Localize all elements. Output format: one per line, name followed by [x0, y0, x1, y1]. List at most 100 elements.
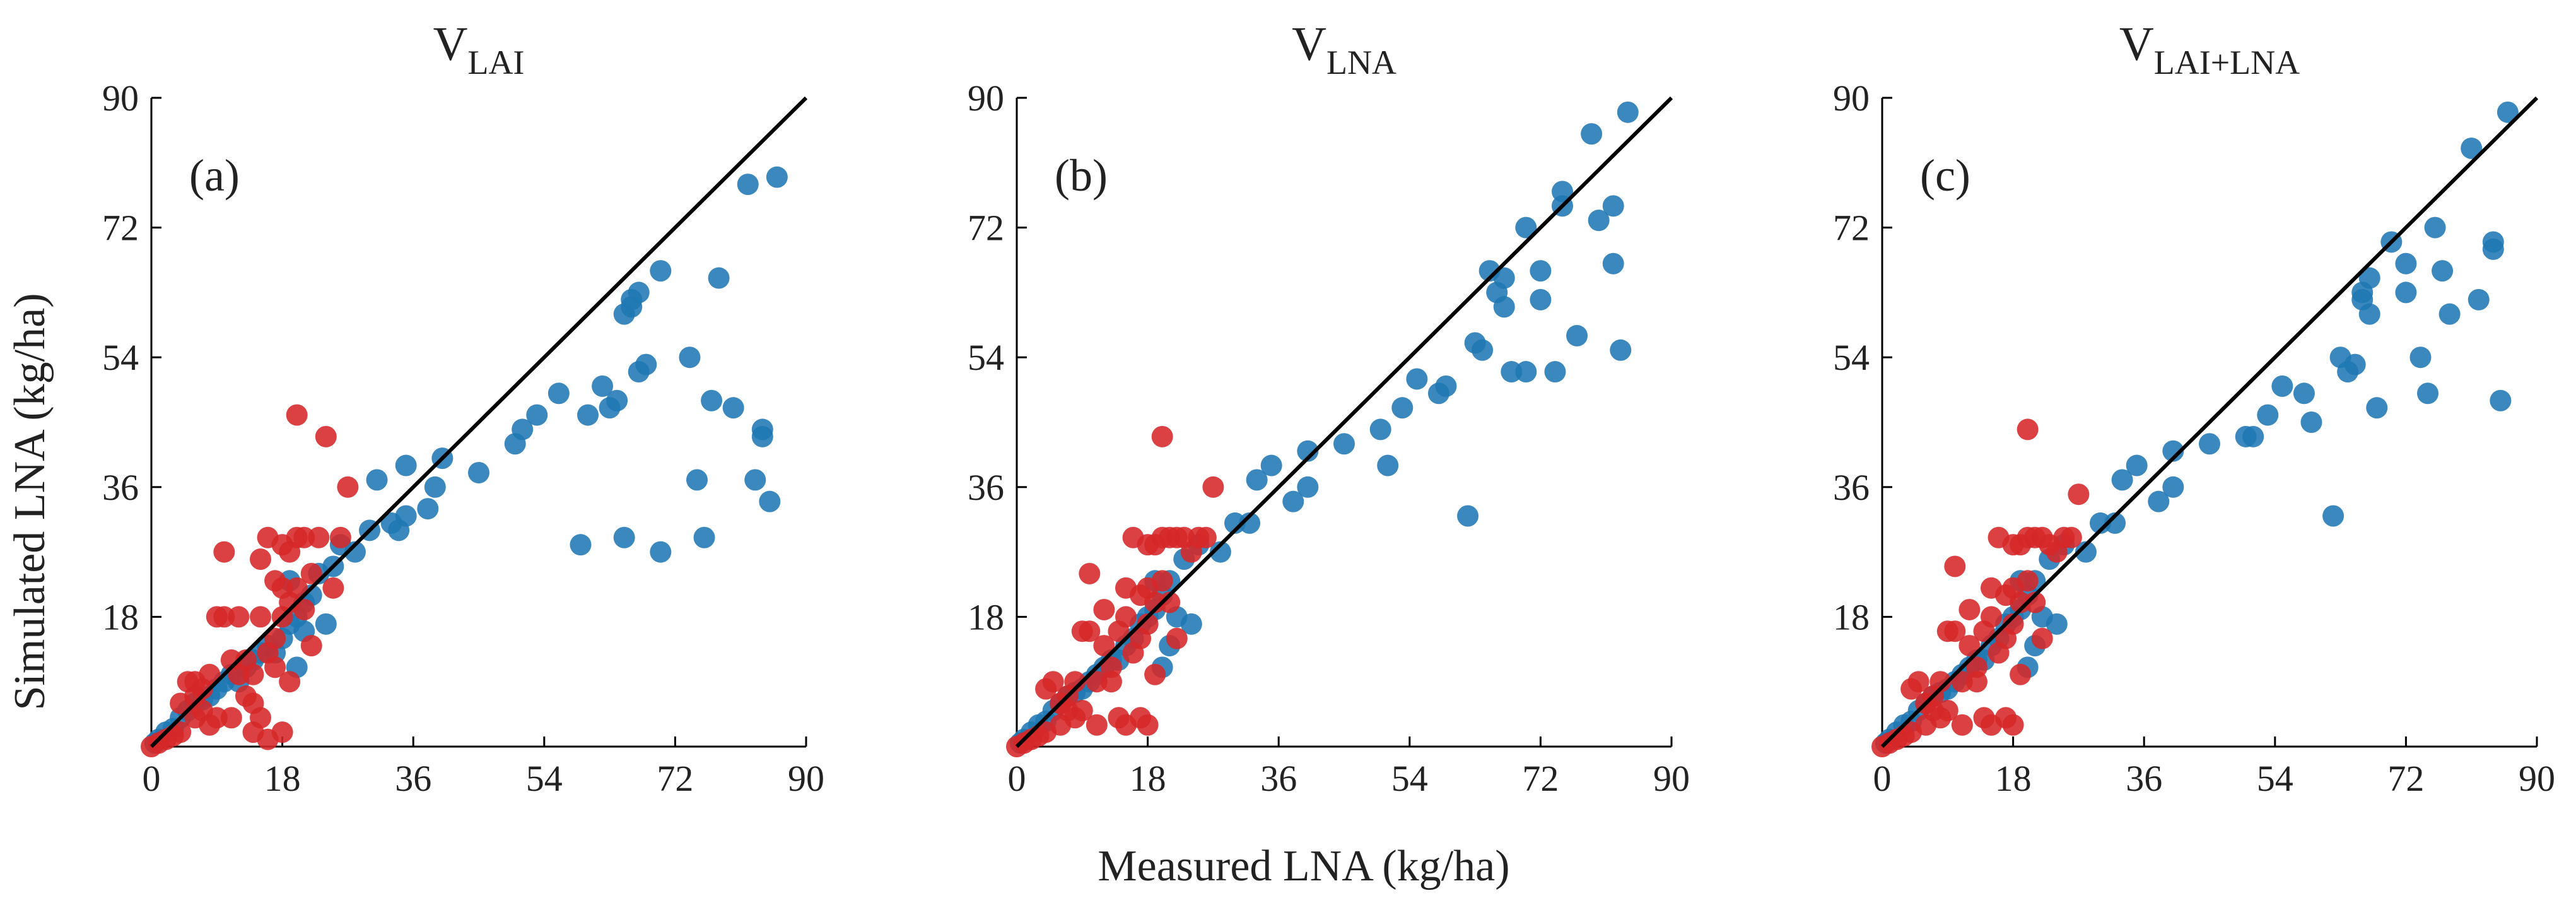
data-point	[344, 541, 366, 563]
data-point	[1166, 627, 1188, 649]
data-point	[1137, 714, 1159, 736]
data-point	[2322, 505, 2345, 527]
y-tick-label: 36	[1833, 467, 1870, 508]
data-point	[1391, 397, 1414, 419]
series-red	[1871, 418, 2090, 757]
data-point	[1159, 591, 1181, 613]
data-point	[1610, 339, 1632, 361]
data-point	[1965, 671, 1988, 693]
data-point	[250, 548, 271, 571]
data-point	[2344, 353, 2366, 376]
data-point	[613, 526, 635, 548]
data-point	[293, 598, 315, 620]
x-tick-label: 54	[2257, 758, 2293, 799]
data-point	[1544, 361, 1566, 383]
data-point	[417, 498, 439, 520]
y-tick-label: 18	[1833, 596, 1870, 637]
data-point	[2395, 252, 2417, 275]
data-point	[1137, 613, 1159, 635]
data-point	[2017, 418, 2039, 441]
data-point	[1944, 555, 1966, 577]
data-point	[1951, 714, 1973, 736]
y-tick-label: 54	[968, 337, 1004, 378]
data-point	[1071, 699, 1093, 721]
data-point	[650, 541, 672, 563]
x-tick-label: 54	[1391, 758, 1428, 799]
data-point	[1617, 101, 1639, 123]
data-point	[708, 267, 730, 289]
data-point	[679, 346, 701, 369]
y-tick-label: 36	[968, 467, 1004, 508]
data-point	[2497, 101, 2519, 123]
data-point	[1369, 418, 1391, 441]
data-point	[701, 389, 723, 411]
panel-a: 0 18 36 54 72 90 18 36 54 72 90 VLAI (a)	[102, 18, 824, 799]
y-tick-label: 90	[102, 78, 139, 119]
x-tick-label: 36	[2126, 758, 2162, 799]
y-tick-label: 90	[1833, 78, 1870, 119]
data-point	[1246, 469, 1268, 491]
data-point	[2002, 613, 2024, 635]
data-point	[2068, 483, 2090, 506]
data-point	[2031, 627, 2053, 649]
data-point	[1602, 195, 1624, 217]
data-point	[1530, 260, 1552, 282]
data-point	[2409, 346, 2432, 369]
data-point	[468, 461, 489, 483]
panel-title: VLNA	[1292, 18, 1396, 81]
data-point	[1472, 339, 1494, 361]
data-point	[1907, 671, 1929, 693]
data-point	[184, 685, 206, 707]
x-tick-label: 0	[143, 758, 161, 799]
data-point	[286, 404, 308, 426]
data-point	[1195, 526, 1217, 548]
data-point	[1282, 490, 1304, 512]
data-point	[424, 476, 446, 498]
data-point	[1093, 598, 1115, 620]
data-point	[1958, 635, 1981, 657]
data-point	[1406, 368, 1428, 390]
y-tick-label: 72	[968, 208, 1004, 249]
data-point	[242, 663, 264, 685]
panel-c: 0 18 36 54 72 90 18 36 54 72 90 VLAI+LNA (c)	[1833, 18, 2555, 799]
data-point	[2271, 375, 2293, 397]
data-point	[2126, 454, 2148, 476]
data-point	[2461, 137, 2483, 159]
one-to-one-line	[149, 96, 808, 748]
data-point	[395, 454, 417, 476]
data-point	[592, 375, 614, 397]
data-point	[1050, 714, 1072, 736]
series-red	[141, 404, 359, 757]
data-point	[1297, 476, 1319, 498]
x-tick-label: 18	[1130, 758, 1166, 799]
data-point	[366, 469, 388, 491]
data-point	[199, 663, 221, 685]
data-point	[1493, 296, 1515, 318]
data-point	[279, 671, 301, 693]
data-point	[1180, 613, 1202, 635]
data-point	[1944, 620, 1966, 642]
one-to-one-line	[1880, 96, 2539, 748]
x-tick-label: 90	[2519, 758, 2555, 799]
data-point	[1079, 620, 1101, 642]
data-point	[2417, 382, 2438, 405]
x-tick-label: 90	[1653, 758, 1690, 799]
data-point	[1377, 454, 1399, 476]
panel-tag: (a)	[189, 150, 240, 201]
x-tick-label: 90	[788, 758, 824, 799]
data-point	[1958, 598, 1981, 620]
x-tick-label: 72	[2387, 758, 2424, 799]
panels: 0 18 36 54 72 90 18 36 54 72 90 VLAI (a) 0 18 36 54 72 90 1…	[102, 18, 2555, 799]
y-tick-label: 18	[968, 596, 1004, 637]
data-point	[1079, 562, 1101, 584]
data-point	[1086, 714, 1108, 736]
data-point	[315, 613, 337, 635]
data-point	[759, 490, 781, 512]
data-point	[250, 606, 271, 628]
y-tick-label: 90	[968, 78, 1004, 119]
y-tick-label: 54	[102, 337, 139, 378]
data-point	[2010, 663, 2032, 685]
data-point	[1435, 375, 1457, 397]
data-point	[2482, 238, 2504, 260]
